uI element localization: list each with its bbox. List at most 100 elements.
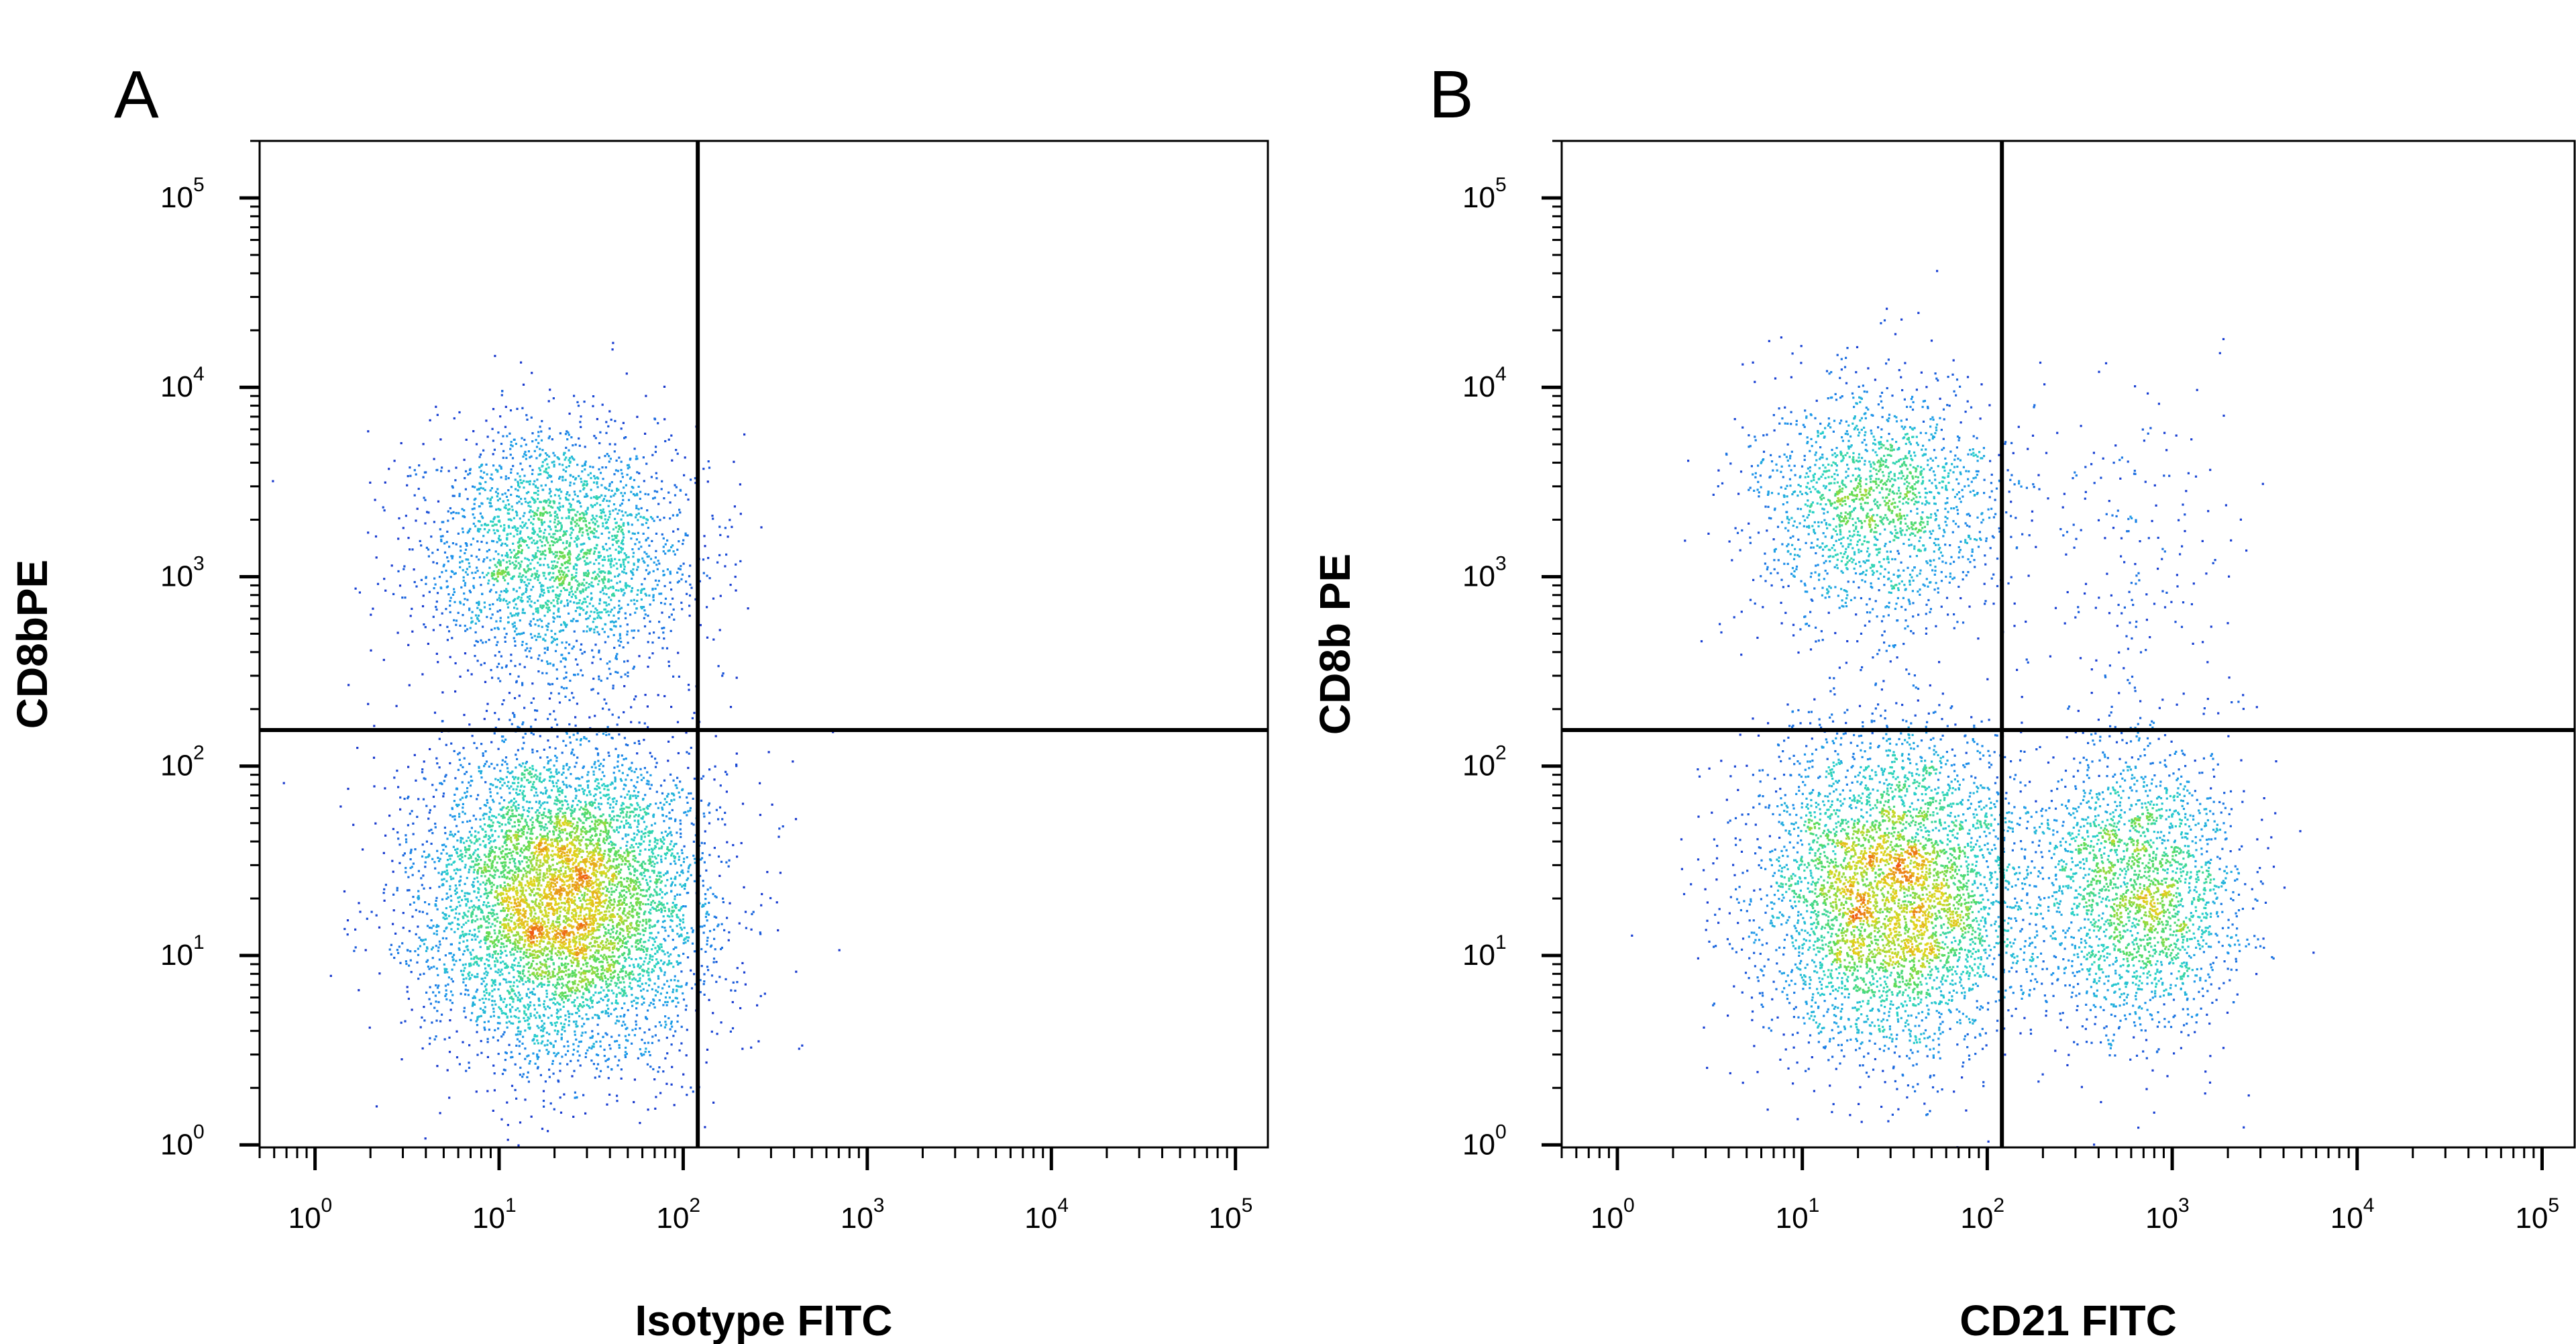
event-dot (596, 895, 598, 898)
event-dot (592, 954, 594, 957)
event-dot (484, 875, 486, 878)
event-dot (405, 841, 408, 843)
event-dot (519, 998, 521, 1001)
event-dot (638, 886, 641, 889)
event-dot (616, 858, 619, 861)
event-dot (394, 932, 397, 935)
event-dot (537, 879, 539, 882)
event-dot (673, 794, 676, 796)
event-dot (636, 876, 639, 879)
event-dot (468, 965, 471, 968)
event-dot (635, 887, 637, 890)
event-dot (613, 797, 616, 800)
event-dot (560, 1037, 563, 1039)
event-dot (665, 815, 668, 818)
event-dot (521, 920, 523, 923)
event-dot (555, 881, 558, 884)
event-dot (484, 781, 487, 784)
event-dot (589, 836, 592, 839)
event-dot (527, 1027, 530, 1029)
event-dot (756, 1004, 759, 1006)
event-dot (512, 984, 515, 987)
event-dot (545, 972, 547, 975)
event-dot (661, 904, 664, 907)
event-dot (555, 782, 558, 784)
event-dot (454, 892, 457, 895)
event-dot (449, 814, 451, 817)
event-dot (570, 836, 572, 839)
event-dot (554, 799, 557, 802)
event-dot (728, 859, 731, 862)
event-dot (485, 882, 488, 884)
event-dot (581, 894, 584, 896)
event-dot (623, 1015, 625, 1018)
event-dot (653, 870, 655, 872)
event-dot (645, 782, 648, 785)
event-dot (589, 901, 592, 904)
event-dot (553, 827, 556, 830)
event-dot (472, 871, 475, 874)
event-dot (725, 790, 728, 793)
event-dot (603, 899, 606, 902)
event-dot (588, 958, 591, 960)
event-dot (482, 980, 485, 983)
event-dot (554, 952, 557, 955)
event-dot (464, 894, 466, 897)
event-dot (440, 852, 443, 855)
event-dot (515, 815, 517, 817)
event-dot (500, 1012, 504, 1015)
event-dot (680, 928, 683, 931)
event-dot (560, 860, 563, 863)
event-dot (553, 998, 556, 1000)
event-dot (645, 921, 648, 924)
event-dot (508, 870, 511, 873)
event-dot (529, 931, 532, 933)
event-dot (502, 849, 504, 852)
event-dot (600, 762, 602, 765)
event-dot (610, 1013, 612, 1015)
event-dot (598, 768, 601, 771)
event-dot (555, 845, 557, 849)
event-dot (517, 828, 519, 831)
event-dot (546, 801, 549, 804)
event-dot (515, 807, 517, 810)
event-dot (493, 988, 496, 991)
event-dot (484, 892, 487, 894)
event-dot (502, 817, 504, 819)
event-dot (674, 895, 676, 898)
event-dot (628, 951, 631, 954)
event-dot (529, 952, 531, 955)
event-dot (577, 847, 580, 850)
event-dot (486, 938, 489, 941)
event-dot (550, 854, 553, 856)
event-dot (584, 925, 587, 928)
event-dot (594, 913, 597, 916)
event-dot (596, 752, 600, 755)
event-dot (531, 880, 533, 883)
event-dot (536, 1057, 539, 1060)
event-dot (645, 878, 648, 882)
event-dot (407, 824, 409, 827)
event-dot (648, 862, 651, 865)
event-dot (626, 887, 629, 890)
event-dot (599, 1040, 602, 1043)
event-dot (484, 870, 488, 873)
event-dot (476, 963, 478, 966)
event-dot (700, 965, 703, 968)
event-dot (720, 947, 722, 951)
event-dot (701, 851, 704, 855)
event-dot (513, 860, 515, 863)
event-dot (426, 925, 429, 927)
event-dot (687, 870, 690, 873)
event-dot (531, 817, 534, 819)
event-dot (456, 847, 459, 850)
event-dot (561, 845, 564, 847)
event-dot (517, 924, 520, 927)
event-dot (560, 986, 564, 989)
event-dot (593, 801, 596, 804)
event-dot (551, 894, 554, 898)
event-dot (629, 923, 632, 925)
event-dot (619, 892, 621, 894)
event-dot (486, 1041, 489, 1043)
event-dot (500, 778, 503, 780)
